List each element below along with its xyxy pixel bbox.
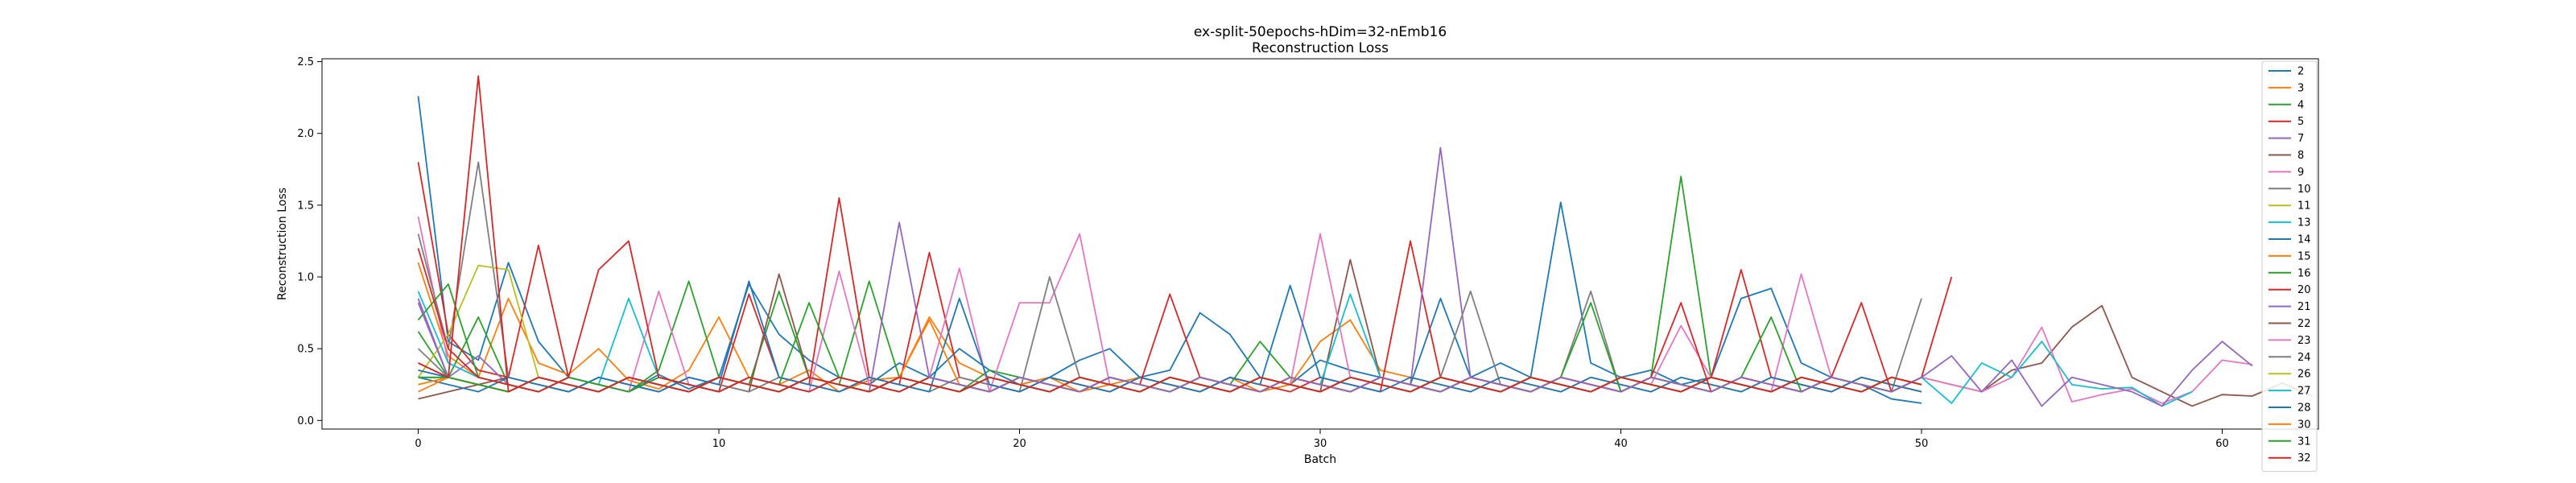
series-line-32 <box>418 75 1922 393</box>
y-tick-label: 1.0 <box>297 272 314 284</box>
x-tick-label: 20 <box>1013 438 1026 450</box>
x-tick-label: 0 <box>415 438 421 450</box>
legend-label-2: 2 <box>2297 66 2304 78</box>
legend-label-10: 10 <box>2297 184 2311 196</box>
series-line-20 <box>417 240 1953 393</box>
legend-label-26: 26 <box>2297 369 2311 381</box>
legend-label-7: 7 <box>2297 133 2304 145</box>
legend-label-8: 8 <box>2297 150 2304 162</box>
legend-box <box>2261 60 2318 473</box>
legend-label-23: 23 <box>2297 335 2311 347</box>
y-tick-label: 2.5 <box>297 56 314 68</box>
y-axis-label: Reconstruction Loss <box>276 188 289 300</box>
legend-label-3: 3 <box>2297 82 2304 94</box>
chart-title: ex-split-50epochs-hDim=32-nEmb16 <box>1194 24 1447 40</box>
legend-label-20: 20 <box>2297 284 2311 296</box>
legend-label-31: 31 <box>2297 436 2311 448</box>
y-tick-label: 0.5 <box>297 344 314 356</box>
legend-label-5: 5 <box>2297 116 2304 128</box>
legend-label-4: 4 <box>2297 99 2304 111</box>
chart-subtitle: Reconstruction Loss <box>1252 40 1389 56</box>
legend-label-9: 9 <box>2297 167 2304 179</box>
x-tick-label: 40 <box>1614 438 1628 450</box>
legend-label-13: 13 <box>2297 217 2311 229</box>
x-tick-label: 60 <box>2215 438 2229 450</box>
x-tick-label: 10 <box>712 438 726 450</box>
y-tick-label: 2.0 <box>297 128 314 140</box>
legend-label-21: 21 <box>2297 301 2311 313</box>
legend-label-14: 14 <box>2297 234 2311 246</box>
legend-label-28: 28 <box>2297 402 2311 415</box>
legend-label-30: 30 <box>2297 419 2311 431</box>
legend-label-24: 24 <box>2297 352 2311 364</box>
legend-label-15: 15 <box>2297 250 2311 262</box>
legend-label-22: 22 <box>2297 318 2311 330</box>
legend-label-27: 27 <box>2297 386 2311 398</box>
y-tick-label: 1.5 <box>297 200 314 212</box>
legend: 2345789101113141516202122232426272830313… <box>2261 60 2318 473</box>
x-tick-label: 50 <box>1915 438 1929 450</box>
legend-label-32: 32 <box>2297 452 2311 464</box>
legend-label-16: 16 <box>2297 267 2311 279</box>
x-axis: 0 10 20 30 40 50 60 <box>415 429 2229 450</box>
x-axis-label: Batch <box>1304 453 1336 466</box>
series-layer <box>417 75 2313 407</box>
y-axis: 0.0 0.5 1.0 1.5 2.0 2.5 <box>297 56 322 427</box>
legend-label-11: 11 <box>2297 200 2311 213</box>
x-tick-label: 30 <box>1314 438 1327 450</box>
y-tick-label: 0.0 <box>297 415 314 427</box>
